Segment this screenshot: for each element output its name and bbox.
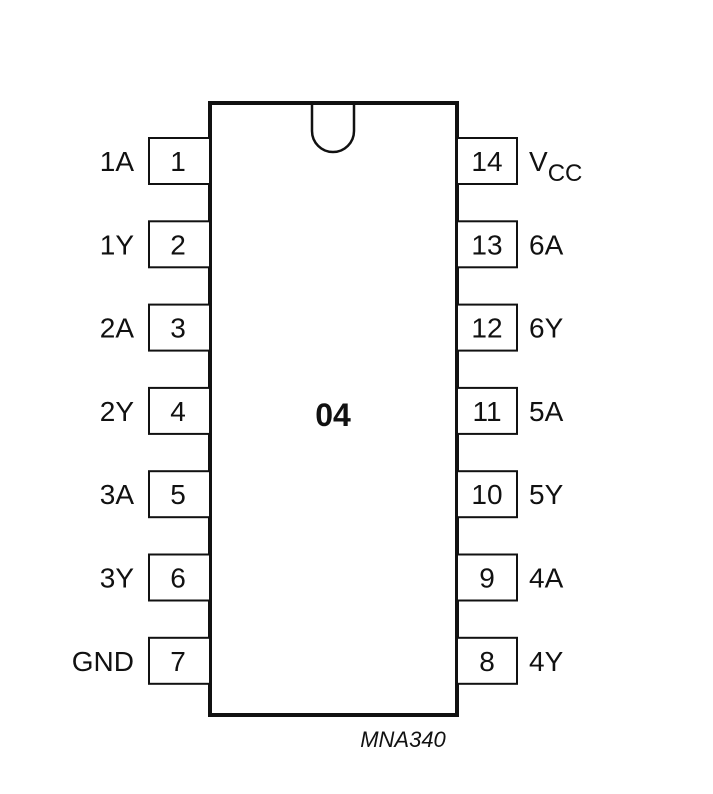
- pin-number-7: 7: [170, 646, 186, 677]
- ic-body: [208, 101, 459, 717]
- pin-box-4: [148, 386, 211, 435]
- pin-number-10: 10: [471, 479, 502, 510]
- pin-box-7: [148, 636, 211, 685]
- pin-box-1: [148, 137, 211, 185]
- pin-label-8: 4Y: [529, 646, 564, 677]
- pin-label-4: 2Y: [100, 396, 135, 427]
- pin-label-7: GND: [72, 646, 134, 677]
- pin-number-13: 13: [471, 229, 502, 260]
- pin-label-13: 6A: [529, 229, 564, 260]
- pin-box-2: [148, 220, 211, 269]
- pin-box-8: [456, 636, 518, 685]
- pin-box-14: [456, 137, 518, 185]
- pin-label-main-14: V: [529, 146, 548, 177]
- pin-number-9: 9: [479, 563, 495, 594]
- pin-box-9: [456, 553, 518, 602]
- pin-box-5: [148, 470, 211, 519]
- pin-box-13: [456, 220, 518, 269]
- pin-label-5: 3A: [100, 479, 135, 510]
- pin-label-6: 3Y: [100, 563, 135, 594]
- part-code: MNA340: [360, 727, 446, 752]
- pin-label-2: 1Y: [100, 229, 135, 260]
- pin-label-12: 6Y: [529, 313, 564, 344]
- pin-number-2: 2: [170, 229, 186, 260]
- orientation-notch: [310, 103, 356, 154]
- pin-label-subscript-14: CC: [548, 160, 583, 187]
- pin-number-5: 5: [170, 479, 186, 510]
- pin-label-14: VCC: [529, 146, 582, 187]
- pin-label-10: 5Y: [529, 479, 564, 510]
- pin-box-3: [148, 303, 211, 352]
- pin-number-8: 8: [479, 646, 495, 677]
- pin-label-main-13: 6A: [529, 229, 564, 260]
- pin-label-main-9: 4A: [529, 563, 564, 594]
- pin-box-6: [148, 553, 211, 602]
- pin-number-3: 3: [170, 313, 186, 344]
- pin-box-11: [456, 386, 518, 435]
- pin-number-6: 6: [170, 563, 186, 594]
- pin-label-9: 4A: [529, 563, 564, 594]
- pin-label-main-10: 5Y: [529, 479, 564, 510]
- pin-label-main-8: 4Y: [529, 646, 564, 677]
- pin-number-1: 1: [170, 146, 186, 177]
- pin-number-4: 4: [170, 396, 186, 427]
- pin-label-main-11: 5A: [529, 396, 564, 427]
- pin-box-10: [456, 470, 518, 519]
- pin-label-main-12: 6Y: [529, 313, 564, 344]
- pin-label-11: 5A: [529, 396, 564, 427]
- chip-label: 04: [315, 397, 351, 433]
- pin-number-12: 12: [471, 313, 502, 344]
- pin-number-14: 14: [471, 146, 502, 177]
- pin-number-11: 11: [472, 396, 501, 427]
- pins-group: 1 1A 2 1Y 3 2A 4 2Y 5 3A 6 3Y 7 GND 14 VCC 13 6A 12 6Y 11 5A 1…: [72, 137, 582, 685]
- pin-label-3: 2A: [100, 313, 135, 344]
- pin-box-12: [456, 303, 518, 352]
- pin-label-1: 1A: [100, 146, 135, 177]
